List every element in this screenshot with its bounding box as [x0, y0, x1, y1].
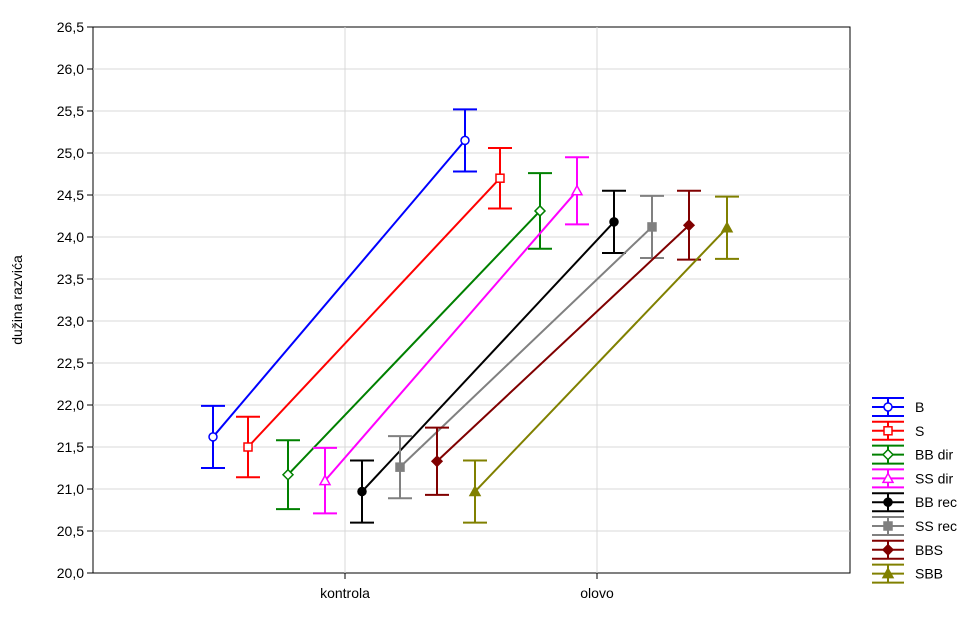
y-tick-label: 22,5 [57, 355, 84, 371]
legend-item-3: SS dir [872, 468, 953, 489]
y-axis-label: dužina razvića [9, 255, 25, 345]
legend-item-0: B [872, 397, 924, 417]
y-tick-label: 26,5 [57, 19, 84, 35]
series-line [436, 224, 690, 463]
series-line [212, 139, 466, 438]
series-line [474, 227, 728, 493]
data-point [281, 468, 295, 481]
legend-marker [881, 567, 895, 579]
series-group [201, 108, 739, 524]
data-point [647, 222, 657, 232]
legend-item-6: BBS [872, 539, 943, 560]
legend-label: B [915, 399, 924, 415]
legend-item-5: SS rec [872, 516, 957, 536]
y-tick-label: 24,5 [57, 187, 84, 203]
legend-label: BBS [915, 542, 943, 558]
legend-marker [883, 426, 893, 436]
series-3 [313, 156, 589, 515]
x-tick-label: olovo [580, 585, 614, 601]
y-tick-label: 25,5 [57, 103, 84, 119]
series-4 [350, 189, 626, 524]
legend-marker [883, 521, 893, 531]
legend-marker [883, 402, 893, 412]
legend-label: SS dir [915, 470, 953, 486]
series-line [247, 177, 501, 448]
y-tick-label: 22,0 [57, 397, 84, 413]
data-point [460, 135, 470, 146]
y-tick-label: 23,5 [57, 271, 84, 287]
y-tick-label: 26,0 [57, 61, 84, 77]
y-tick-label: 23,0 [57, 313, 84, 329]
series-1 [236, 146, 512, 479]
series-line [361, 221, 615, 493]
data-point [720, 221, 734, 233]
data-point [495, 173, 505, 183]
data-point [243, 442, 253, 452]
legend-label: S [915, 423, 924, 439]
data-point [357, 486, 367, 497]
y-tick-label: 20,5 [57, 523, 84, 539]
legend-marker [881, 543, 895, 556]
y-tick-label: 21,5 [57, 439, 84, 455]
legend-label: SS rec [915, 518, 957, 534]
legend-item-4: BB rec [872, 492, 957, 513]
y-tick-label: 20,0 [57, 565, 84, 581]
grid [93, 27, 850, 573]
legend-marker [881, 471, 895, 484]
series-line [324, 190, 578, 482]
legend-label: BB rec [915, 494, 957, 510]
x-axis: kontrola olovo [320, 573, 614, 601]
plot-area [92, 26, 851, 574]
x-tick-label: kontrola [320, 585, 370, 601]
y-axis: 20,0 20,5 21,0 21,5 22,0 22,5 23,0 23,5 24,0 24,5… [57, 19, 93, 581]
data-point [609, 217, 619, 227]
y-tick-label: 24,0 [57, 229, 84, 245]
legend-item-7: SBB [872, 563, 943, 584]
y-tick-label: 25,0 [57, 145, 84, 161]
data-point [682, 219, 696, 232]
data-point [570, 184, 584, 196]
legend-marker [883, 497, 893, 507]
legend-label: BB dir [915, 447, 953, 463]
data-point [468, 484, 482, 497]
series-6 [425, 189, 701, 496]
data-point [318, 474, 332, 486]
series-0 [201, 108, 477, 469]
y-tick-label: 21,0 [57, 481, 84, 497]
data-point [533, 204, 547, 218]
series-2 [276, 172, 552, 511]
legend-label: SBB [915, 566, 943, 582]
series-line [287, 210, 541, 476]
data-point [395, 462, 405, 472]
data-point [208, 432, 218, 442]
series-7 [463, 195, 739, 524]
data-point [430, 455, 444, 468]
legend-marker [881, 448, 895, 461]
legend-item-2: BB dir [872, 444, 953, 465]
legend-item-1: S [872, 420, 924, 441]
legend: BS BB dir SS dir BB rec SS rec BBS SBB [872, 397, 957, 584]
